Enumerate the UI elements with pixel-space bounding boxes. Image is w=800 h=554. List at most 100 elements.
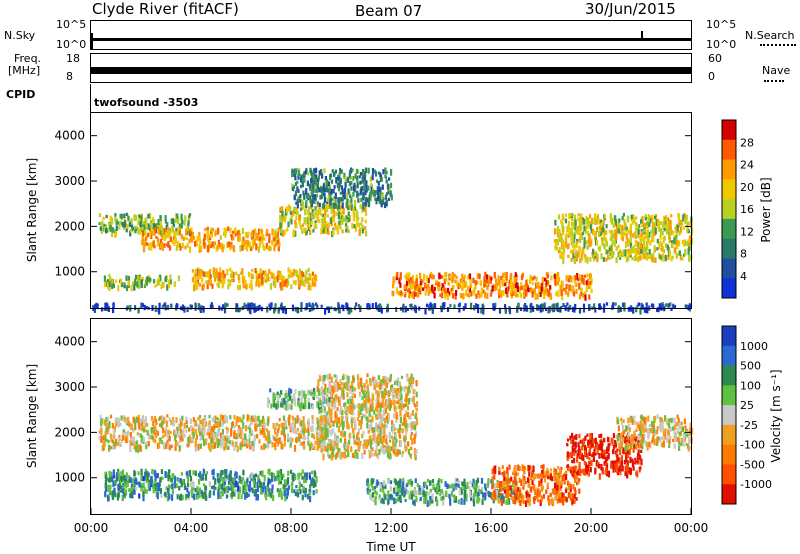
velocity-scatter-cell: [147, 482, 150, 486]
velocity-scatter-cell: [174, 445, 177, 452]
velocity-scatter-cell: [383, 492, 386, 497]
power-scatter-cell: [339, 191, 342, 195]
power-scatter-cell: [659, 255, 662, 260]
power-scatter-cell: [177, 275, 180, 282]
power-scatter-cell: [575, 227, 579, 232]
power-scatter-cell: [555, 303, 558, 309]
velocity-scatter-cell: [260, 419, 263, 424]
velocity-scatter-cell: [306, 493, 310, 500]
power-scatter-cell: [396, 272, 399, 278]
power-scatter-cell: [422, 287, 425, 291]
power-scatter-cell: [105, 214, 108, 219]
power-scatter-cell: [114, 230, 117, 238]
velocity-scatter-cell: [338, 399, 341, 406]
velocity-scatter-cell: [302, 486, 305, 491]
power-scatter-cell: [315, 194, 318, 198]
velocity-scatter-cell: [296, 427, 299, 432]
velocity-scatter-cell: [344, 438, 347, 444]
power-scatter-cell: [388, 177, 391, 181]
power-scatter-cell: [656, 238, 659, 244]
velocity-scatter-cell: [232, 484, 235, 491]
velocity-scatter-cell: [307, 418, 310, 424]
power-scatter-cell: [289, 269, 292, 276]
velocity-scatter-cell: [340, 381, 343, 386]
power-scatter-cell: [520, 274, 524, 281]
power-scatter-cell: [221, 279, 224, 283]
velocity-scatter-cell: [410, 446, 413, 451]
velocity-scatter-cell: [245, 494, 249, 498]
power-scatter-cell: [381, 193, 384, 200]
power-scatter-cell: [259, 230, 262, 234]
velocity-scatter-cell: [346, 422, 349, 430]
power-scatter-cell: [582, 292, 585, 299]
power-scatter-cell: [311, 183, 314, 188]
power-scatter-cell: [231, 270, 234, 276]
velocity-scatter-cell: [190, 424, 193, 431]
velocity-scatter-cell: [300, 425, 303, 431]
power-scatter-cell: [441, 302, 444, 310]
power-scatter-cell: [305, 169, 308, 175]
velocity-scatter-cell: [214, 478, 217, 485]
velocity-scatter-cell: [259, 430, 263, 434]
velocity-scatter-cell: [322, 453, 325, 461]
power-scatter-cell: [313, 197, 316, 204]
power-scatter-cell: [553, 239, 556, 243]
velocity-scatter-cell: [248, 438, 251, 444]
power-scatter-cell: [684, 218, 687, 224]
velocity-scatter-cell: [308, 444, 312, 451]
power-scatter-cell: [395, 287, 399, 294]
power-scatter-cell: [658, 242, 661, 249]
velocity-scatter-cell: [212, 475, 215, 480]
power-scatter-cell: [148, 225, 151, 230]
power-scatter-cell: [208, 278, 211, 283]
power-scatter-cell: [380, 199, 383, 205]
velocity-scatter-cell: [511, 483, 514, 488]
velocity-scatter-cell: [117, 472, 120, 477]
power-scatter-cell: [621, 231, 624, 239]
power-scatter-cell: [296, 203, 299, 209]
power-scatter-cell: [285, 279, 288, 286]
velocity-scatter-cell: [179, 421, 183, 426]
power-scatter-cell: [153, 245, 156, 249]
velocity-scatter-cell: [186, 487, 189, 493]
power-scatter-cell: [301, 180, 304, 188]
power-scatter-cell: [491, 285, 494, 292]
power-scatter-cell: [429, 274, 432, 279]
velocity-scatter-cell: [271, 488, 274, 494]
velocity-scatter-cell: [378, 497, 381, 501]
power-scatter-cell: [331, 169, 334, 173]
velocity-scatter-cell: [212, 490, 215, 496]
velocity-scatter-cell: [331, 401, 334, 408]
power-scatter-cell: [314, 281, 317, 287]
velocity-scatter-cell: [385, 434, 388, 440]
velocity-scatter-cell: [414, 414, 417, 419]
power-scatter-cell: [326, 204, 329, 210]
power-scatter-cell: [651, 228, 654, 236]
power-scatter-cell: [244, 239, 248, 245]
velocity-scatter-cell: [343, 382, 346, 389]
power-scatter-cell: [431, 303, 434, 310]
power-scatter-cell: [586, 256, 589, 264]
velocity-scatter-cell: [104, 480, 107, 484]
power-scatter-cell: [294, 168, 297, 175]
velocity-scatter-cell: [406, 405, 410, 411]
power-scatter-cell: [590, 288, 593, 294]
power-scatter-cell: [557, 289, 560, 297]
velocity-scatter-cell: [130, 423, 133, 431]
power-scatter-cell: [566, 226, 569, 233]
power-scatter-cell: [625, 240, 628, 246]
power-scatter-cell: [276, 275, 279, 283]
power-scatter-cell: [194, 241, 197, 247]
power-scatter-cell: [547, 306, 550, 314]
power-colorbar-segment: [722, 120, 736, 141]
velocity-scatter-cell: [225, 475, 228, 479]
velocity-scatter-cell: [132, 477, 135, 484]
power-scatter-cell: [115, 219, 118, 225]
velocity-scatter-cell: [103, 440, 106, 448]
power-scatter-cell: [294, 190, 298, 197]
power-scatter-cell: [601, 237, 604, 243]
power-scatter-cell: [173, 240, 176, 244]
velocity-scatter-cell: [377, 438, 380, 442]
velocity-scatter-cell: [316, 443, 319, 449]
velocity-scatter-cell: [261, 470, 264, 477]
